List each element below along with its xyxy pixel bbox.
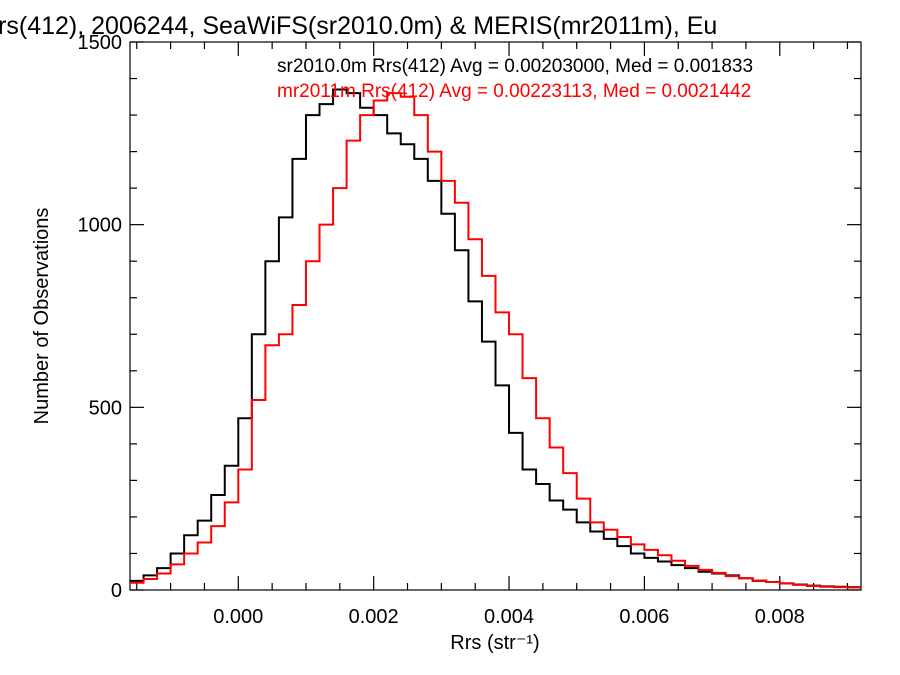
plot-frame (129, 41, 862, 591)
series-red-histogram (130, 92, 861, 589)
y-tick-label: 500 (89, 397, 122, 419)
y-axis-label: Number of Observations (31, 208, 53, 425)
y-tick-label: 0 (111, 580, 122, 602)
axis-ticks (130, 41, 861, 591)
x-tick-label: 0.008 (755, 606, 805, 628)
chart-title: Rrs(412), 2006244, SeaWiFS(sr2010.0m) & … (0, 12, 717, 40)
x-tick-label: 0.004 (484, 606, 534, 628)
series-layer (130, 88, 861, 589)
annotation-black-stats: sr2010.0m Rrs(412) Avg = 0.00203000, Med… (277, 56, 753, 77)
series-black-histogram (130, 88, 861, 589)
annotation-red-stats: mr2011m Rrs(412) Avg = 0.00223113, Med =… (277, 81, 751, 102)
y-tick-label: 1000 (78, 215, 123, 237)
x-tick-label: 0.006 (619, 606, 669, 628)
axis-tick-labels: 0.000 0.002 0.004 0.006 0.008 0 500 1000 1500 (78, 32, 805, 628)
x-tick-label: 0.002 (349, 606, 399, 628)
y-tick-label: 1500 (78, 32, 123, 54)
x-tick-label: 0.000 (213, 606, 263, 628)
x-axis-label: Rrs (str⁻¹) (450, 632, 539, 654)
